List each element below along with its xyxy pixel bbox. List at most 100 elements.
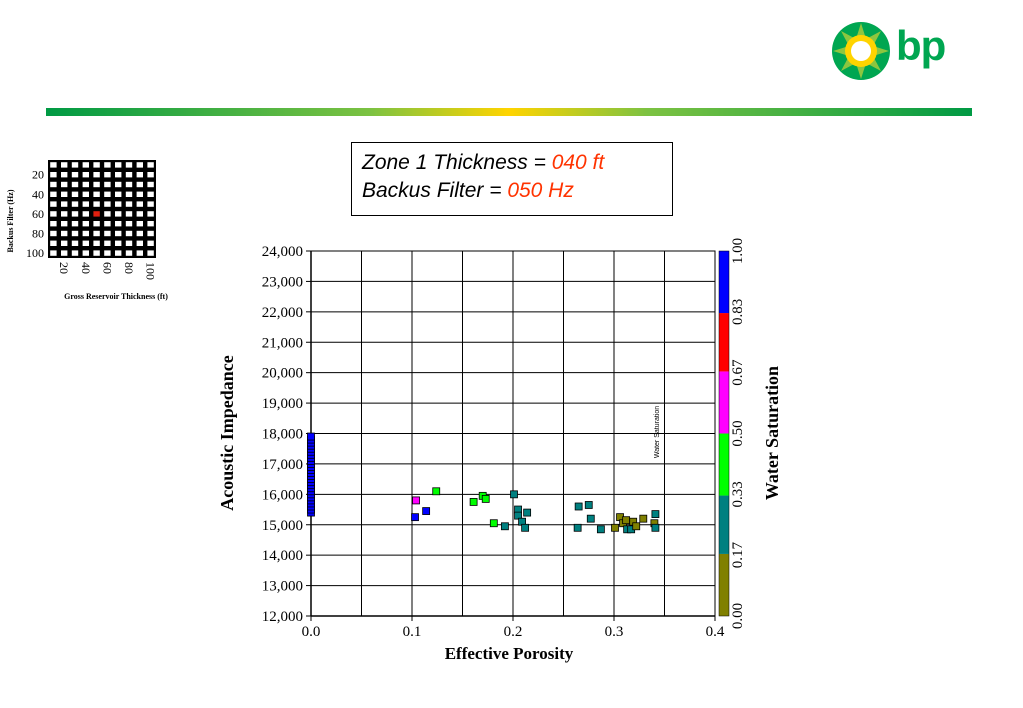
selector-cell[interactable]: [82, 201, 89, 207]
selector-cell[interactable]: [104, 201, 111, 207]
selector-cell[interactable]: [71, 201, 79, 207]
selector-cell[interactable]: [136, 191, 143, 197]
selector-cell[interactable]: [71, 240, 79, 246]
selector-cell[interactable]: [50, 201, 57, 207]
selector-cell-selected[interactable]: [93, 211, 100, 217]
selector-cell[interactable]: [71, 191, 79, 197]
selector-cell[interactable]: [115, 191, 122, 197]
selector-cell[interactable]: [93, 250, 100, 256]
selector-cell[interactable]: [71, 230, 79, 237]
selector-cell[interactable]: [61, 172, 68, 178]
selector-cell[interactable]: [61, 191, 68, 197]
selector-cell[interactable]: [147, 181, 154, 188]
selector-cell[interactable]: [50, 240, 57, 246]
selector-cell[interactable]: [125, 221, 133, 227]
selector-cell[interactable]: [125, 191, 133, 197]
selector-cell[interactable]: [136, 172, 143, 178]
selector-cell[interactable]: [136, 162, 143, 168]
selector-cell[interactable]: [125, 230, 133, 237]
selector-cell[interactable]: [82, 230, 89, 237]
selector-cell[interactable]: [50, 250, 57, 256]
selector-cell[interactable]: [61, 240, 68, 246]
selector-cell[interactable]: [104, 172, 111, 178]
selector-cell[interactable]: [93, 221, 100, 227]
selector-cell[interactable]: [71, 250, 79, 256]
selector-cell[interactable]: [82, 172, 89, 178]
selector-cell[interactable]: [115, 221, 122, 227]
selector-cell[interactable]: [136, 221, 143, 227]
selector-cell[interactable]: [104, 240, 111, 246]
selector-cell[interactable]: [147, 221, 154, 227]
selector-cell[interactable]: [115, 211, 122, 217]
selector-cell[interactable]: [82, 221, 89, 227]
selector-cell[interactable]: [147, 211, 154, 217]
selector-cell[interactable]: [93, 181, 100, 188]
selector-cell[interactable]: [50, 181, 57, 188]
selector-cell[interactable]: [104, 250, 111, 256]
selector-cell[interactable]: [115, 201, 122, 207]
selector-cell[interactable]: [136, 201, 143, 207]
selector-cell[interactable]: [125, 162, 133, 168]
selector-cell[interactable]: [125, 211, 133, 217]
selector-cell[interactable]: [136, 181, 143, 188]
selector-cell[interactable]: [61, 250, 68, 256]
selector-cell[interactable]: [50, 230, 57, 237]
selector-cell[interactable]: [104, 181, 111, 188]
selector-cell[interactable]: [136, 211, 143, 217]
selector-cell[interactable]: [82, 191, 89, 197]
selector-cell[interactable]: [147, 172, 154, 178]
selector-cell[interactable]: [50, 172, 57, 178]
selector-cell[interactable]: [71, 181, 79, 188]
selector-cell[interactable]: [125, 172, 133, 178]
selector-cell[interactable]: [147, 162, 154, 168]
selector-cell[interactable]: [93, 172, 100, 178]
selector-cell[interactable]: [71, 162, 79, 168]
selector-cell[interactable]: [104, 230, 111, 237]
selector-cell[interactable]: [125, 201, 133, 207]
selector-cell[interactable]: [93, 191, 100, 197]
selector-cell[interactable]: [93, 162, 100, 168]
selector-cell[interactable]: [115, 250, 122, 256]
selector-cell[interactable]: [125, 250, 133, 256]
selector-cell[interactable]: [50, 191, 57, 197]
selector-cell[interactable]: [147, 250, 154, 256]
selector-cell[interactable]: [104, 191, 111, 197]
selector-cell[interactable]: [93, 201, 100, 207]
selector-cell[interactable]: [147, 201, 154, 207]
selector-cell[interactable]: [61, 181, 68, 188]
selector-cell[interactable]: [147, 191, 154, 197]
selector-cell[interactable]: [61, 221, 68, 227]
selector-cell[interactable]: [61, 162, 68, 168]
selector-cell[interactable]: [82, 162, 89, 168]
selector-cell[interactable]: [82, 250, 89, 256]
selector-cell[interactable]: [71, 221, 79, 227]
selector-cell[interactable]: [61, 230, 68, 237]
selector-cell[interactable]: [104, 211, 111, 217]
selector-cell[interactable]: [115, 230, 122, 237]
selector-cell[interactable]: [71, 172, 79, 178]
selector-cell[interactable]: [82, 181, 89, 188]
selector-cell[interactable]: [136, 230, 143, 237]
selector-cell[interactable]: [147, 240, 154, 246]
selector-cell[interactable]: [61, 211, 68, 217]
selector-cell[interactable]: [147, 230, 154, 237]
selector-cell[interactable]: [93, 230, 100, 237]
selector-cell[interactable]: [71, 211, 79, 217]
selector-cell[interactable]: [115, 181, 122, 188]
selector-cell[interactable]: [136, 240, 143, 246]
selector-cell[interactable]: [82, 211, 89, 217]
selector-cell[interactable]: [125, 181, 133, 188]
selector-cell[interactable]: [104, 221, 111, 227]
selector-cell[interactable]: [115, 172, 122, 178]
selector-cell[interactable]: [50, 221, 57, 227]
selector-cell[interactable]: [50, 162, 57, 168]
selector-cell[interactable]: [50, 211, 57, 217]
selector-cell[interactable]: [61, 201, 68, 207]
selector-cell[interactable]: [115, 240, 122, 246]
selector-cell[interactable]: [125, 240, 133, 246]
selector-cell[interactable]: [115, 162, 122, 168]
selector-cell[interactable]: [136, 250, 143, 256]
selector-cell[interactable]: [82, 240, 89, 246]
selector-cell[interactable]: [104, 162, 111, 168]
selector-cell[interactable]: [93, 240, 100, 246]
